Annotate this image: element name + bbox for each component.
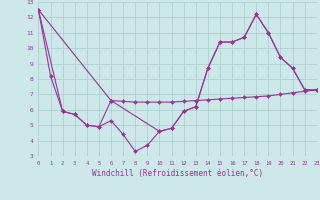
X-axis label: Windchill (Refroidissement éolien,°C): Windchill (Refroidissement éolien,°C) — [92, 169, 263, 178]
